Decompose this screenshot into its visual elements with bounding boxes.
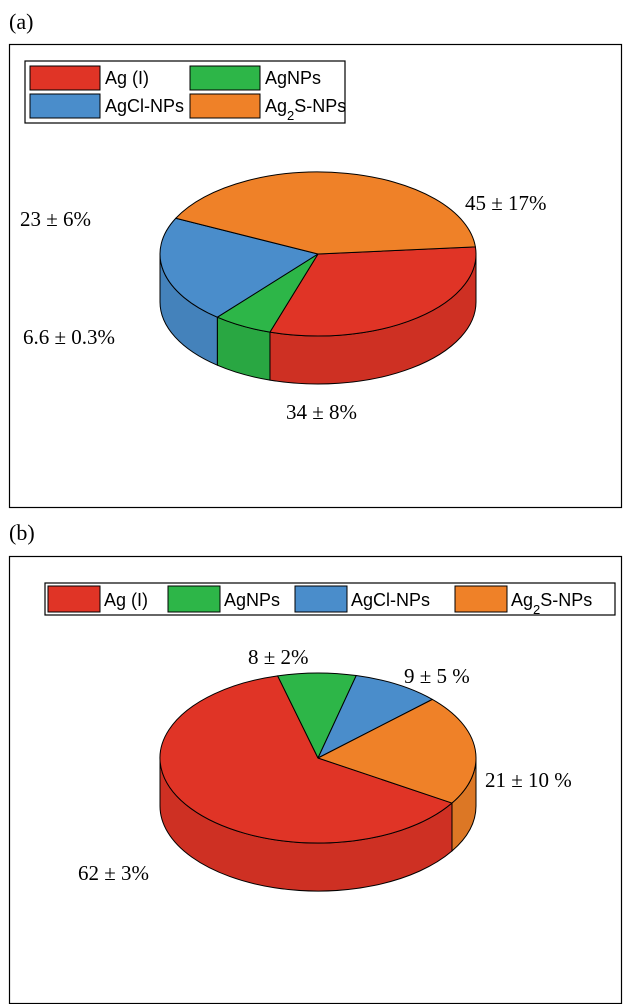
legend-label-ag2s-nps-b: Ag2S-NPs [511,590,592,617]
legend-label-ag2s-nps-a: Ag2S-NPs [265,96,346,123]
pie-slice-agcl-nps-a [159,217,319,318]
pie-slice-ag2s-nps-a [175,171,476,255]
legend-label-agnps-a: AgNPs [265,68,321,88]
pie-chart-b: 62 ± 3% 8 ± 2% 9 ± 5 % 21 ± 10 % [78,645,572,892]
pie-chart-a: 34 ± 8% 6.6 ± 0.3% 23 ± 6% 45 ± 17% [20,171,547,424]
pie-slice-ag2s-nps-b [317,698,477,804]
legend-label-agcl-nps-b: AgCl-NPs [351,590,430,610]
legend-label-agnps-b: AgNPs [224,590,280,610]
data-label-agcl-nps-b: 9 ± 5 % [404,664,470,688]
data-label-agcl-nps-a: 23 ± 6% [20,207,91,231]
legend-b: Ag (I) AgNPs AgCl-NPs Ag2S-NPs [44,582,616,617]
legend-swatch-agnps-b [167,585,221,613]
pie-slice-agcl-nps-b [317,675,433,759]
data-label-agnps-a: 6.6 ± 0.3% [23,325,115,349]
data-label-ag2s-nps-a: 45 ± 17% [465,191,547,215]
data-label-ag-i-a: 34 ± 8% [286,400,357,424]
panel-label-b: (b) [9,520,35,545]
legend-swatch-ag2s-nps-b [454,585,508,613]
legend-swatch-agcl-nps-b [294,585,348,613]
pie-slice-ag-i-a [269,246,477,337]
legend-swatch-agcl-nps-a [29,93,101,119]
legend-swatch-agnps-a [189,65,261,91]
data-label-ag-i-b: 62 ± 3% [78,861,149,885]
panel-frame-a [8,43,623,509]
legend-label-ag-i-a: Ag (I) [105,68,149,88]
legend-swatch-ag-i-a [29,65,101,91]
panel-label-a: (a) [9,9,33,34]
legend-a: Ag (I) AgNPs AgCl-NPs Ag2S-NPs [24,60,346,124]
legend-label-ag-i-b: Ag (I) [104,590,148,610]
data-label-ag2s-nps-b: 21 ± 10 % [485,768,572,792]
legend-swatch-ag2s-nps-a [189,93,261,119]
legend-label-agcl-nps-a: AgCl-NPs [105,96,184,116]
legend-swatch-ag-i-b [47,585,101,613]
pie-slice-ag-i-b [159,675,453,844]
data-label-agnps-b: 8 ± 2% [248,645,309,669]
